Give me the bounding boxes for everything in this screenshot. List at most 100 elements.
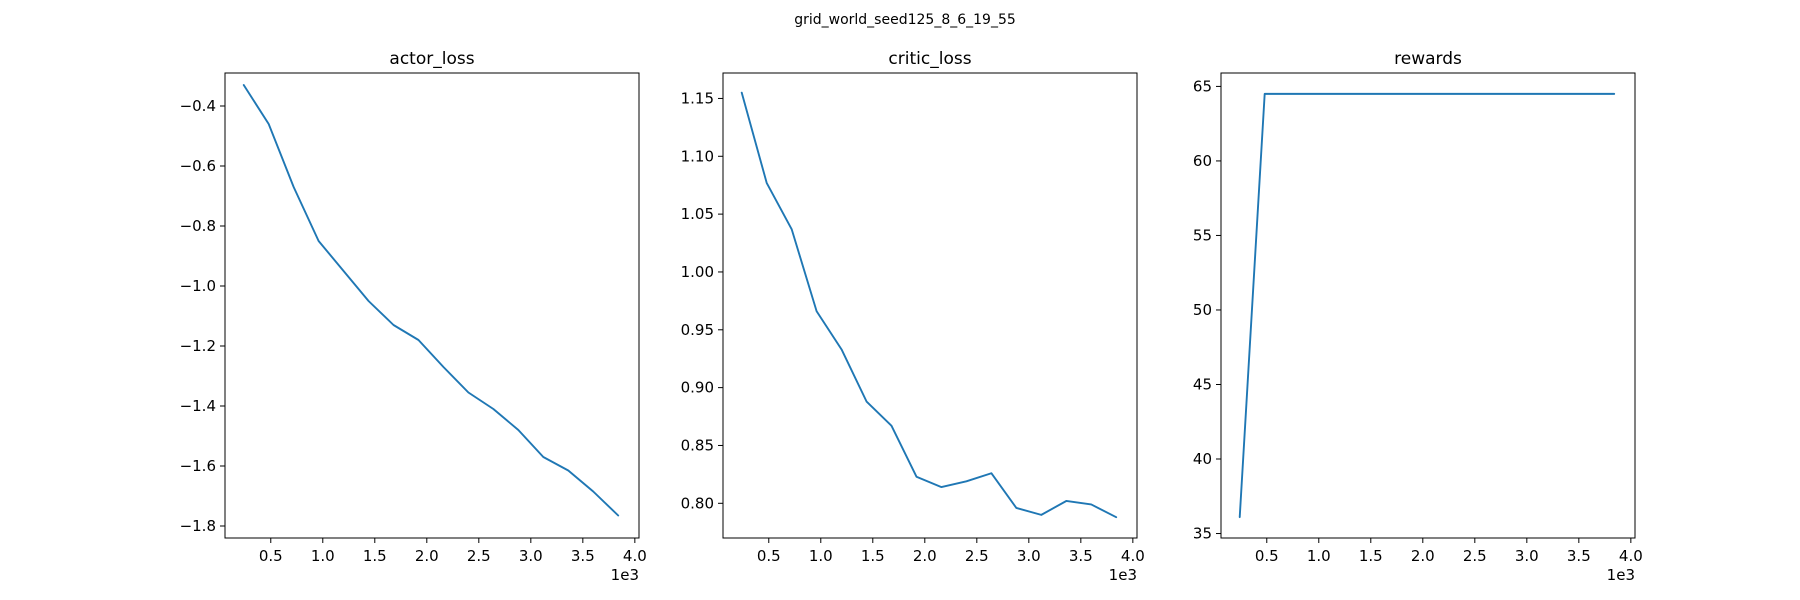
y-tick-label: −1.4 — [180, 397, 216, 415]
data-point — [1115, 516, 1117, 518]
x-tick-label: 3.0 — [1515, 547, 1539, 565]
x-tick-label: 0.5 — [757, 547, 781, 565]
data-point — [790, 228, 792, 230]
x-tick-label: 3.0 — [519, 547, 543, 565]
y-tick-label: −0.6 — [180, 157, 216, 175]
subplot-critic-loss: critic_loss 0.5 1.0 1.5 2.0 2.5 3.0 3.5 4.0 0.80 0… — [681, 49, 1145, 584]
x-tick-label: 3.5 — [1069, 547, 1093, 565]
series-line — [242, 84, 620, 517]
plot-title: actor_loss — [389, 49, 474, 69]
data-point — [1015, 507, 1017, 509]
plot-title: critic_loss — [888, 49, 971, 69]
series-line — [740, 91, 1118, 519]
data-point — [592, 490, 594, 492]
x-tick-label: 1.5 — [363, 547, 387, 565]
subplot-actor-loss: actor_loss 0.5 1.0 1.5 2.0 2.5 3.0 3.5 4.0 −0.4 −0… — [180, 49, 647, 584]
data-point — [442, 366, 444, 368]
y-tick-label: 1.10 — [681, 147, 714, 165]
data-point — [1288, 93, 1290, 95]
data-point — [342, 270, 344, 272]
axes-frame — [722, 72, 1138, 539]
x-tick-label: 2.5 — [1463, 547, 1487, 565]
data-point — [542, 456, 544, 458]
data-point — [317, 240, 319, 242]
x-tick-label: 1.5 — [1359, 547, 1383, 565]
x-tick-label: 0.5 — [1255, 547, 1279, 565]
y-tick-label: 35 — [1193, 525, 1212, 543]
y-tick-label: −1.8 — [180, 517, 216, 535]
x-tick-label: 1.0 — [1307, 547, 1331, 565]
data-point — [1263, 93, 1265, 95]
data-point — [1239, 516, 1241, 518]
data-point — [417, 339, 419, 341]
x-tick-label: 2.0 — [913, 547, 937, 565]
data-point — [1513, 93, 1515, 95]
data-point — [1613, 93, 1615, 95]
data-point — [965, 480, 967, 482]
series-line — [1238, 92, 1616, 519]
x-tick-label: 3.5 — [1567, 547, 1591, 565]
data-point — [267, 123, 269, 125]
data-point — [1090, 503, 1092, 505]
data-point — [1538, 93, 1540, 95]
data-point — [1438, 93, 1440, 95]
data-point — [990, 472, 992, 474]
data-point — [1588, 93, 1590, 95]
x-tick-label: 4.0 — [1121, 547, 1145, 565]
data-point — [741, 91, 743, 93]
x-tick-label: 1.0 — [311, 547, 335, 565]
axes-frame — [1220, 72, 1636, 539]
x-tick-label: 3.0 — [1017, 547, 1041, 565]
data-point — [1065, 500, 1067, 502]
y-tick-label: 65 — [1193, 77, 1212, 95]
data-point — [1338, 93, 1340, 95]
data-point — [1413, 93, 1415, 95]
data-point — [865, 400, 867, 402]
x-tick-label: 2.5 — [965, 547, 989, 565]
y-tick-label: 60 — [1193, 152, 1212, 170]
data-point — [1488, 93, 1490, 95]
data-point — [467, 391, 469, 393]
data-point — [392, 324, 394, 326]
data-point — [940, 486, 942, 488]
subplots-container: actor_loss 0.5 1.0 1.5 2.0 2.5 3.0 3.5 4.0 −0.4 −0… — [180, 49, 1643, 584]
y-tick-label: −1.6 — [180, 457, 216, 475]
data-point — [1563, 93, 1565, 95]
y-tick-label: 1.00 — [681, 263, 714, 281]
plot-title: rewards — [1394, 49, 1462, 69]
x-tick-label: 0.5 — [259, 547, 283, 565]
x-offset-label: 1e3 — [1607, 566, 1635, 584]
x-tick-label: 4.0 — [623, 547, 647, 565]
x-tick-label: 3.5 — [571, 547, 595, 565]
data-point — [517, 429, 519, 431]
y-tick-label: 1.15 — [681, 89, 714, 107]
y-tick-label: 40 — [1193, 450, 1212, 468]
figure-suptitle: grid_world_seed125_8_6_19_55 — [794, 12, 1016, 28]
x-tick-label: 1.0 — [809, 547, 833, 565]
x-tick-label: 2.0 — [1411, 547, 1435, 565]
data-point — [1363, 93, 1365, 95]
data-point — [1463, 93, 1465, 95]
data-point — [815, 310, 817, 312]
y-tick-label: −0.4 — [180, 97, 216, 115]
y-tick-label: 50 — [1193, 301, 1212, 319]
data-point — [840, 348, 842, 350]
y-tick-label: −0.8 — [180, 217, 216, 235]
data-point — [367, 300, 369, 302]
y-tick-label: 45 — [1193, 375, 1212, 393]
y-tick-label: −1.2 — [180, 337, 216, 355]
data-point — [617, 514, 619, 516]
x-offset-label: 1e3 — [1109, 566, 1137, 584]
x-tick-label: 1.5 — [861, 547, 885, 565]
data-point — [1040, 514, 1042, 516]
y-tick-label: 0.90 — [681, 379, 714, 397]
axes-frame — [224, 72, 640, 539]
data-point — [492, 408, 494, 410]
y-tick-label: 0.80 — [681, 494, 714, 512]
data-point — [765, 182, 767, 184]
subplot-rewards: rewards 0.5 1.0 1.5 2.0 2.5 3.0 3.5 4.0 35 40 45 50 5… — [1193, 49, 1643, 584]
data-point — [1388, 93, 1390, 95]
data-point — [243, 84, 245, 86]
